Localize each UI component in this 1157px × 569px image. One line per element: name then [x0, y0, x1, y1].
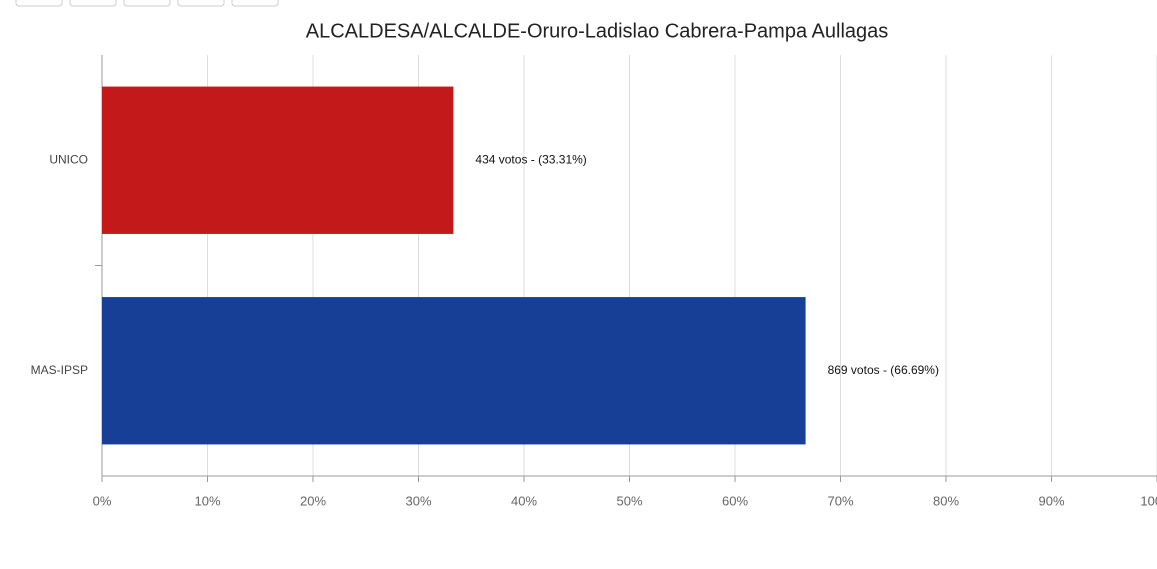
value-label: 869 votos - (66.69%): [828, 363, 939, 377]
y-tick-label: UNICO: [49, 152, 88, 166]
toolbar-button[interactable]: [231, 0, 279, 7]
x-tick-label: 20%: [300, 493, 326, 508]
x-tick-label: 60%: [722, 493, 748, 508]
value-label: 434 votos - (33.31%): [475, 152, 586, 166]
x-tick-label: 70%: [827, 493, 853, 508]
toolbar-button[interactable]: [123, 0, 171, 7]
toolbar-button[interactable]: [69, 0, 117, 7]
x-tick-label: 100%: [1140, 493, 1157, 508]
bar: [102, 297, 806, 445]
y-tick-label: MAS-IPSP: [31, 363, 88, 377]
x-tick-label: 30%: [405, 493, 431, 508]
x-tick-label: 80%: [933, 493, 959, 508]
x-tick-label: 90%: [1038, 493, 1064, 508]
chart-title: ALCALDESA/ALCALDE-Oruro-Ladislao Cabrera…: [306, 20, 889, 42]
x-tick-label: 50%: [616, 493, 642, 508]
x-tick-label: 10%: [194, 493, 220, 508]
bar: [102, 86, 454, 234]
toolbar-button[interactable]: [15, 0, 63, 7]
toolbar-button[interactable]: [177, 0, 225, 7]
x-tick-label: 40%: [511, 493, 537, 508]
x-tick-label: 0%: [93, 493, 112, 508]
